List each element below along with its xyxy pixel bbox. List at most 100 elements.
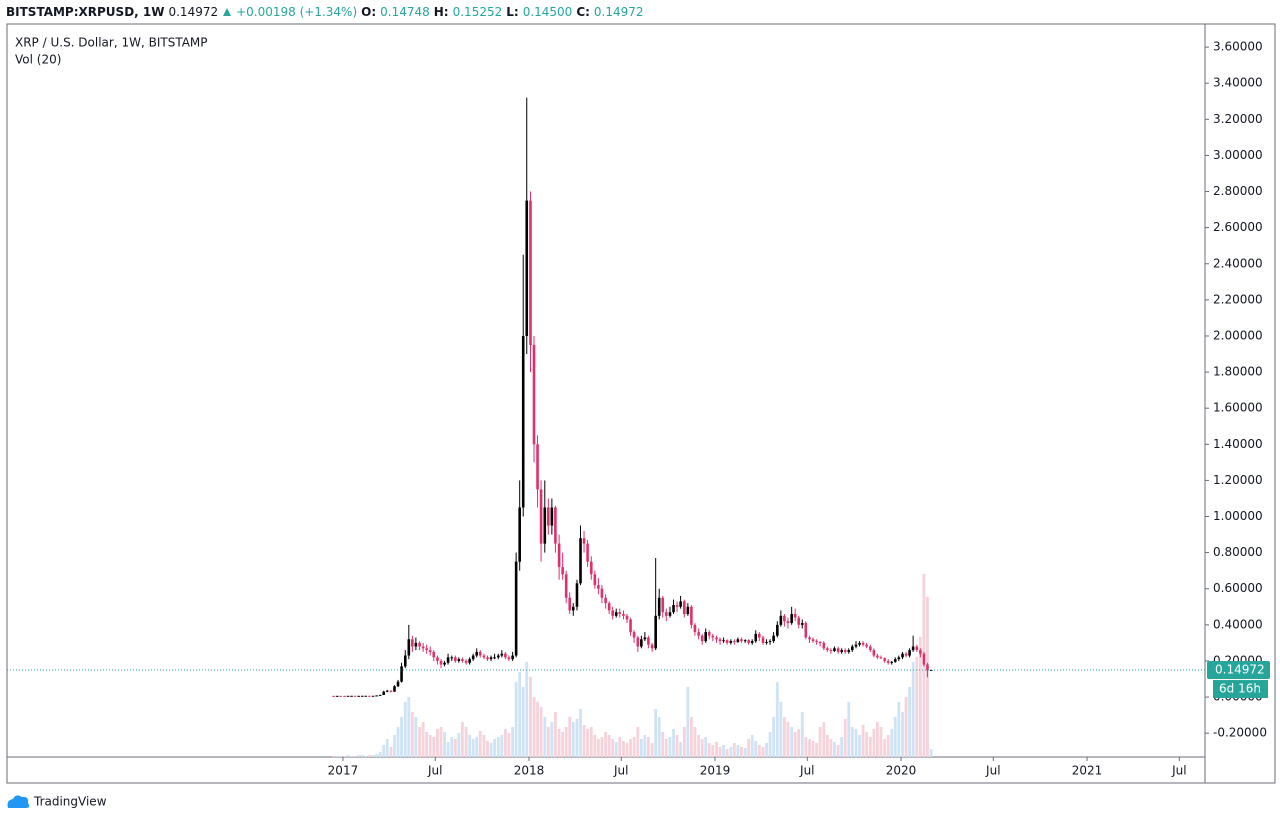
candle-body (575, 583, 579, 607)
low-value: 0.14500 (522, 5, 573, 19)
volume-bar (840, 736, 844, 757)
candle-body (361, 695, 364, 697)
volume-bar (593, 734, 597, 757)
candle-body (507, 657, 511, 660)
volume-bar (521, 686, 525, 757)
volume-bar (346, 754, 350, 757)
volume-bar (339, 755, 343, 757)
volume-bar (489, 742, 493, 757)
candle-body (861, 642, 865, 645)
y-tick-label: 1.00000 (1213, 509, 1263, 523)
volume-bar (425, 731, 429, 757)
candle-body (793, 614, 797, 618)
candle-body (836, 648, 840, 652)
volume-bar (718, 746, 722, 757)
volume-bar (396, 726, 400, 757)
volume-bar (782, 716, 786, 757)
candle-body (697, 632, 700, 636)
y-tick-label: -0.20000 (1213, 726, 1267, 740)
volume-bar (886, 734, 890, 757)
volume-bar (750, 734, 754, 757)
volume-bar (543, 716, 547, 757)
volume-bar (407, 696, 411, 757)
up-arrow (223, 8, 232, 16)
volume-bar (482, 734, 486, 757)
candle-body (811, 639, 815, 642)
candle-body (439, 660, 443, 665)
candle-body (664, 612, 668, 616)
volume-bar (822, 721, 826, 757)
candle-body (428, 650, 432, 652)
candle-body (869, 646, 872, 651)
volume-bar (446, 741, 450, 757)
candle-body (733, 641, 736, 643)
volume-bar (614, 741, 618, 757)
candle-body (353, 695, 357, 697)
brand: TradingView (33, 795, 107, 809)
candle-body (822, 642, 826, 649)
candle-body (529, 200, 532, 346)
candle-body (926, 664, 929, 671)
candle-body (597, 585, 600, 589)
candle-body (800, 623, 804, 625)
volume-bar (876, 721, 879, 757)
volume-bar (793, 731, 797, 757)
volume-bar (385, 738, 389, 757)
candle-body (604, 597, 607, 604)
candle-body (568, 597, 572, 611)
volume-bar (636, 726, 640, 757)
candle-body (414, 642, 418, 647)
volume-bar (364, 755, 368, 757)
candle-body (475, 651, 479, 656)
volume-bar (525, 661, 529, 757)
volume-bar (682, 726, 686, 757)
candle-body (539, 489, 543, 544)
candle-body (496, 655, 500, 658)
volume-bar (786, 721, 790, 757)
candle-body (761, 637, 765, 643)
y-tick-label: 1.80000 (1213, 365, 1263, 379)
volume-bar (654, 708, 658, 757)
price: 0.14972 (168, 5, 219, 19)
candle-body (543, 507, 547, 544)
symbol-header: BITSTAMP:XRPUSD, 1W 0.14972 +0.00198 (+1… (6, 3, 644, 21)
volume-bar (503, 728, 507, 757)
candle-body (454, 657, 457, 661)
x-tick-label: Jul (1171, 764, 1186, 778)
candle-body (536, 444, 539, 490)
volume-bar (754, 740, 758, 757)
candle-body (661, 597, 665, 613)
volume-bar (546, 726, 550, 757)
candle-body (829, 650, 833, 652)
volume-bar (428, 734, 432, 757)
volume-bar (475, 736, 479, 757)
volume-bar (582, 724, 586, 757)
candle-body (400, 666, 403, 682)
y-tick-label: 3.60000 (1213, 40, 1263, 54)
volume-bar (332, 755, 336, 757)
candle-body (593, 574, 597, 586)
legend-title: XRP / U.S. Dollar, 1W, BITSTAMP (15, 36, 208, 50)
volume-bar (511, 726, 515, 757)
candle-body (747, 640, 750, 643)
volume-bar (883, 738, 887, 757)
candle-body (393, 686, 396, 692)
volume-bar (464, 726, 468, 757)
volume-bar (596, 738, 600, 757)
volume-bar (647, 736, 650, 757)
candle-body (643, 637, 647, 640)
volume-bar (625, 742, 629, 757)
candle-body (622, 614, 625, 616)
volume-bar (811, 740, 815, 757)
close-label: C: (576, 5, 590, 19)
volume-bar (818, 726, 822, 757)
volume-bar (904, 696, 908, 757)
volume-bar (500, 734, 504, 757)
volume-bar (604, 731, 608, 757)
volume-bar (507, 732, 511, 757)
candle-body (564, 574, 568, 598)
low-label: L: (506, 5, 519, 19)
candle-body (686, 606, 690, 615)
open-label: O: (361, 5, 377, 19)
candle-body (582, 538, 586, 544)
